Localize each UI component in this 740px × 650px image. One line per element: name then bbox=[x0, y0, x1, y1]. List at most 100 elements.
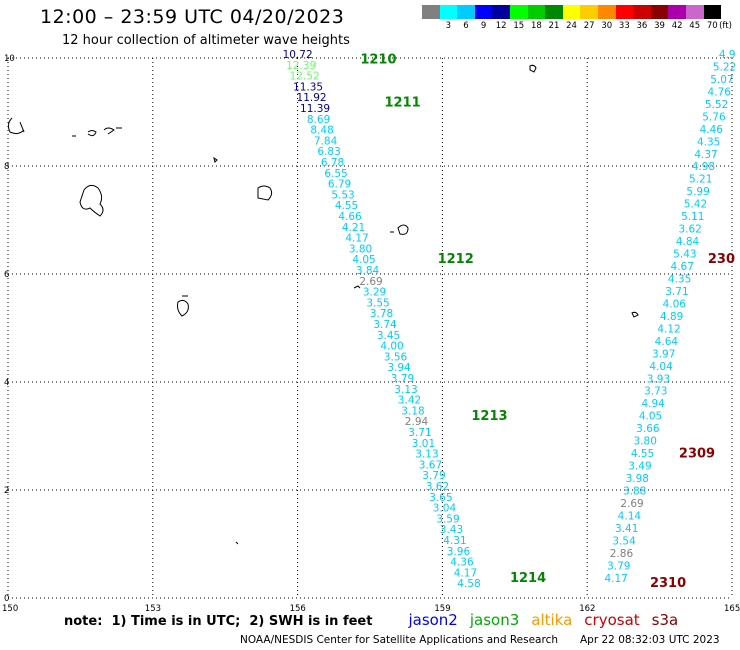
footer-note: note: 1) Time is in UTC; 2) SWH is in fe… bbox=[64, 614, 373, 629]
lon-tick-label: 150 bbox=[2, 604, 18, 614]
wave-height-value: 3.98 bbox=[626, 473, 649, 485]
wave-height-value: 3.73 bbox=[644, 386, 667, 398]
legend-color-box bbox=[562, 5, 581, 19]
wave-height-value: 3.93 bbox=[647, 373, 670, 385]
wave-height-value: 5.76 bbox=[702, 111, 726, 123]
legend-swatch: 21 bbox=[545, 5, 563, 32]
wave-height-value: 3.79 bbox=[422, 470, 445, 482]
legend-color-box bbox=[633, 5, 651, 19]
wave-height-value: 4.21 bbox=[342, 222, 365, 234]
legend-label: 70 bbox=[706, 21, 718, 31]
legend-swatch: 27 bbox=[580, 5, 598, 32]
wave-height-value: 3.13 bbox=[415, 449, 438, 461]
legend-swatch: 30 bbox=[597, 5, 616, 32]
legend-color-box bbox=[474, 5, 493, 19]
wave-height-value: 10.72 bbox=[283, 49, 313, 61]
wave-height-value: 4.94 bbox=[641, 398, 665, 410]
lat-tick-label: 0 bbox=[4, 594, 9, 604]
wave-height-value: 3.43 bbox=[440, 524, 463, 536]
legend-color-box bbox=[650, 5, 669, 19]
island-outline bbox=[353, 285, 361, 289]
pass-number-label: 1210 bbox=[360, 52, 396, 67]
legend-label: 3 bbox=[445, 21, 452, 31]
island-outline bbox=[529, 64, 537, 73]
legend-color-box bbox=[580, 5, 598, 19]
island-outline bbox=[72, 127, 122, 137]
legend-color-box bbox=[668, 5, 686, 19]
wave-height-value: 6.79 bbox=[328, 179, 351, 191]
wave-height-value: 4.14 bbox=[618, 510, 642, 522]
wave-height-value: 4.66 bbox=[338, 211, 362, 223]
wave-height-value: 3.62 bbox=[426, 481, 449, 493]
island-outline bbox=[79, 184, 104, 217]
wave-height-value: 11.35 bbox=[293, 81, 323, 93]
wave-height-value: 11.39 bbox=[300, 103, 330, 115]
wave-height-value: 4.17 bbox=[454, 567, 477, 579]
wave-height-value: 4.98 bbox=[692, 161, 715, 173]
legend-unit: (ft) bbox=[719, 21, 732, 31]
pass-number-label: 1211 bbox=[384, 96, 420, 111]
wave-height-value: 6.83 bbox=[317, 146, 340, 158]
wave-height-value: 3.66 bbox=[636, 423, 660, 435]
wave-height-value: 5.52 bbox=[705, 99, 728, 111]
legend-swatch: 3 bbox=[439, 5, 458, 32]
wave-height-value: 8.69 bbox=[307, 114, 330, 126]
legend-swatch: 9 bbox=[474, 5, 493, 32]
track-east: 4.95.225.074.765.525.764.464.354.374.985… bbox=[604, 49, 736, 585]
wave-height-value: 3.67 bbox=[419, 459, 442, 471]
island-outline bbox=[7, 117, 25, 135]
wave-height-value: 4.89 bbox=[660, 311, 683, 323]
wave-height-value: 5.42 bbox=[684, 199, 707, 211]
pass-number-label: 230 bbox=[708, 252, 735, 267]
wave-height-value: 5.21 bbox=[689, 174, 712, 186]
legend-swatch: 42 bbox=[668, 5, 686, 32]
wave-height-value: 3.84 bbox=[356, 265, 380, 277]
wave-height-value: 4.00 bbox=[380, 341, 403, 353]
wave-height-value: 3.56 bbox=[384, 351, 408, 363]
legend-label: 42 bbox=[671, 21, 683, 31]
satellite-legend: jason2 jason3 altika cryosat s3a bbox=[408, 610, 690, 629]
satellite-label: jason3 bbox=[469, 611, 520, 629]
wave-height-value: 3.71 bbox=[408, 427, 431, 439]
wave-height-value: 4.06 bbox=[663, 298, 687, 310]
legend-swatch: 70 bbox=[703, 5, 722, 32]
legend-label: 18 bbox=[530, 21, 542, 31]
legend-label: 30 bbox=[601, 21, 613, 31]
legend-label: 9 bbox=[480, 21, 487, 31]
wave-height-value: 4.55 bbox=[631, 448, 654, 460]
lon-tick-label: 159 bbox=[434, 604, 450, 614]
wave-height-value: 2.69 bbox=[620, 498, 643, 510]
wave-height-value: 4.35 bbox=[668, 273, 691, 285]
wave-height-value: 5.22 bbox=[713, 61, 736, 73]
wave-height-value: 3.74 bbox=[373, 319, 397, 331]
legend-swatch: 24 bbox=[562, 5, 581, 32]
wave-height-value: 4.17 bbox=[345, 233, 368, 245]
wave-height-value: 3.18 bbox=[401, 405, 424, 417]
track-west: 10.7212.3912.5211.3511.9211.398.698.487.… bbox=[283, 49, 481, 590]
legend-color-box bbox=[685, 5, 704, 19]
footer-credit: NOAA/NESDIS Center for Satellite Applica… bbox=[240, 634, 558, 646]
legend-label: 24 bbox=[566, 21, 577, 31]
satellite-label: jason2 bbox=[408, 611, 458, 629]
wave-height-value: 4.17 bbox=[604, 573, 627, 585]
legend-color-box bbox=[703, 5, 722, 19]
legend-color-box bbox=[422, 5, 440, 19]
wave-height-value: 4.31 bbox=[443, 535, 466, 547]
wave-height-value: 3.80 bbox=[634, 436, 657, 448]
legend-color-box bbox=[545, 5, 563, 19]
pass-number-label: 1212 bbox=[438, 252, 474, 267]
lon-tick-label: 153 bbox=[145, 604, 161, 614]
satellite-label: altika bbox=[531, 611, 573, 629]
wave-height-value: 4.12 bbox=[657, 323, 680, 335]
wave-height-value: 4.84 bbox=[676, 236, 700, 248]
wave-height-value: 6.55 bbox=[324, 168, 347, 180]
legend-swatch: 12 bbox=[492, 5, 510, 32]
pass-labels: 1210 1211 1212 1213 1214 2309 2310 230 bbox=[360, 52, 735, 591]
wave-height-value: 4.05 bbox=[639, 411, 662, 423]
wave-height-value: 4.76 bbox=[708, 86, 732, 98]
pass-number-label: 1214 bbox=[510, 571, 546, 586]
wave-height-value: 3.29 bbox=[363, 287, 386, 299]
wave-height-value: 2.86 bbox=[610, 548, 634, 560]
legend-label: 36 bbox=[636, 21, 648, 31]
legend-label: 12 bbox=[495, 21, 507, 31]
